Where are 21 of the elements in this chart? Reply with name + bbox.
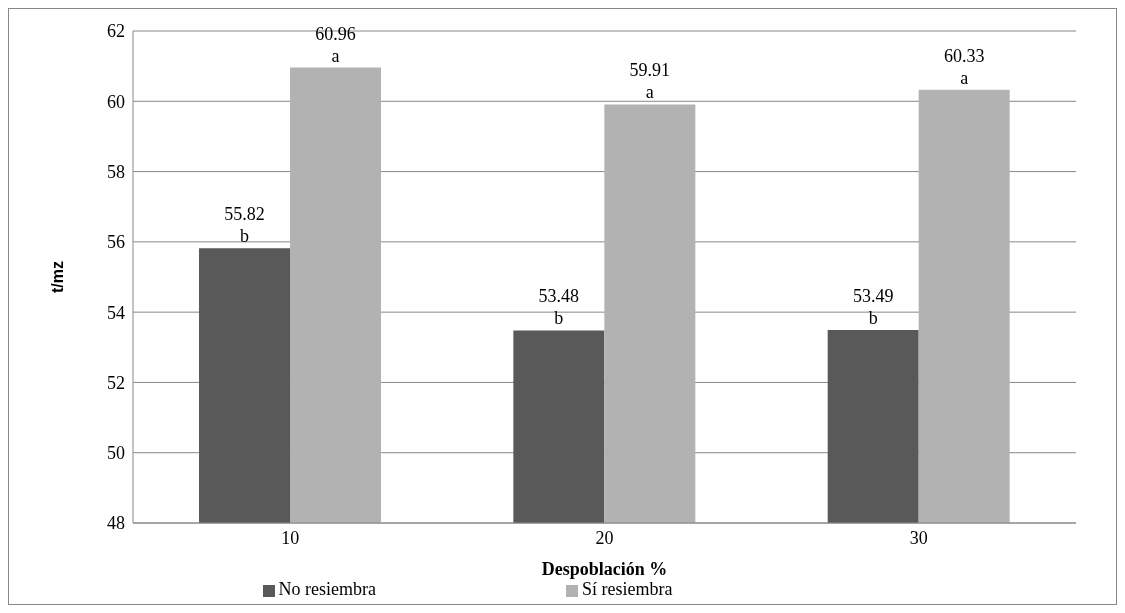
y-tick-label: 52 — [107, 372, 125, 393]
data-label: 60.33 a — [943, 45, 985, 88]
x-tick-label: 10 — [281, 527, 300, 548]
legend-label: Sí resiembra — [581, 579, 673, 599]
legend-label: No resiembra — [278, 579, 376, 599]
data-label: 53.48 b — [538, 286, 580, 329]
y-tick-label: 50 — [107, 443, 125, 464]
y-axis-title: t/mz — [48, 261, 66, 293]
data-label: 59.91 a — [629, 60, 671, 103]
y-tick-label: 48 — [107, 513, 125, 534]
x-axis-title: Despoblación % — [541, 559, 668, 579]
data-label: 53.49 b — [852, 286, 894, 329]
y-tick-label: 58 — [107, 161, 125, 182]
y-tick-label: 62 — [107, 21, 125, 42]
x-tick-label: 20 — [595, 527, 614, 548]
y-tick-label: 60 — [107, 91, 125, 112]
data-label: 55.82 b — [224, 204, 265, 247]
data-label: 60.96 a — [315, 23, 356, 66]
x-tick-label: 30 — [909, 527, 928, 548]
y-tick-label: 54 — [107, 302, 125, 323]
y-tick-label: 56 — [107, 232, 125, 253]
